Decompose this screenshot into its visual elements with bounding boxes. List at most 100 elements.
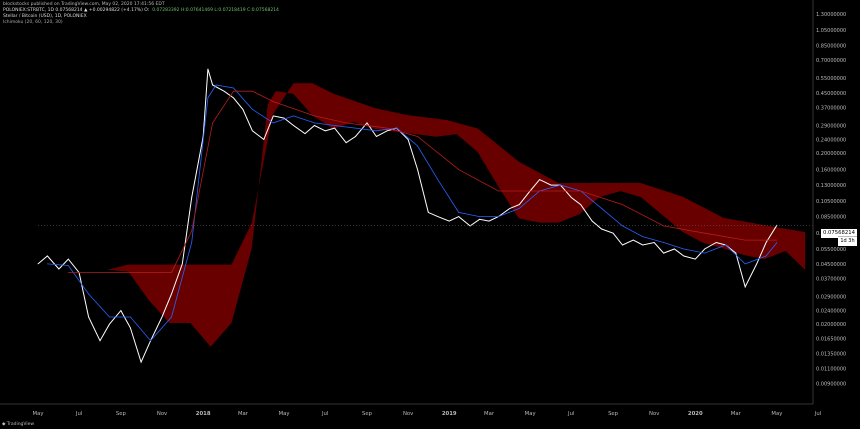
conversion-point bbox=[355, 127, 356, 129]
y-tick-label: 0.29000000 bbox=[816, 123, 846, 129]
price-point bbox=[469, 225, 471, 227]
price-point bbox=[223, 90, 225, 92]
y-tick-label: 0.02900000 bbox=[816, 295, 846, 301]
y-tick-label: 0.24000000 bbox=[816, 138, 846, 144]
base-point bbox=[171, 272, 172, 273]
price-point bbox=[479, 218, 480, 220]
x-tick-label: Sep bbox=[362, 411, 373, 417]
price-point bbox=[88, 316, 89, 318]
conversion-point bbox=[601, 208, 602, 209]
conversion-point bbox=[191, 242, 193, 243]
ichimoku-cloud bbox=[107, 83, 806, 347]
conversion-point bbox=[130, 316, 131, 318]
conversion-point bbox=[417, 145, 418, 147]
chart-series bbox=[37, 68, 813, 364]
base-point bbox=[345, 122, 347, 124]
x-tick-label: Jul bbox=[75, 411, 82, 417]
conversion-point bbox=[215, 84, 217, 86]
x-tick-label: Nov bbox=[157, 411, 167, 417]
conversion-point bbox=[207, 97, 209, 99]
conversion-point bbox=[314, 122, 315, 124]
price-point bbox=[427, 212, 429, 213]
price-point bbox=[171, 293, 172, 295]
price-point bbox=[324, 130, 326, 132]
price-point bbox=[488, 220, 490, 222]
conversion-point bbox=[498, 216, 499, 218]
y-tick-label: 0.55000000 bbox=[816, 76, 846, 82]
base-point bbox=[663, 225, 664, 227]
price-point bbox=[509, 208, 511, 209]
conversion-point bbox=[47, 263, 48, 265]
price-point bbox=[263, 139, 265, 140]
price-point bbox=[47, 255, 48, 257]
x-tick-label: 2018 bbox=[196, 411, 211, 417]
symbol-info: POLONIEX:STRBTC, 1D 0.07568214 ▲ +0.0029… bbox=[3, 8, 279, 13]
price-point bbox=[735, 252, 737, 254]
price-point bbox=[283, 117, 285, 119]
price-point bbox=[242, 109, 244, 110]
conversion-point bbox=[437, 179, 439, 181]
price-axis: 1.30000000 1.05000000 0.85000000 0.70000000… bbox=[816, 12, 846, 387]
publish-info: blockstocks published on TradingView.com… bbox=[3, 2, 165, 7]
symbol-ohlc: POLONIEX:STRBTC, 1D 0.07568214 ▲ +0.0029… bbox=[3, 8, 150, 13]
conversion-point bbox=[458, 212, 460, 213]
time-axis: May Jul Sep Nov 2018 Mar May Jul Sep Nov 2019 Mar Ma… bbox=[33, 411, 822, 417]
price-point bbox=[191, 197, 193, 198]
price-point bbox=[386, 130, 388, 132]
conversion-point bbox=[109, 316, 110, 318]
price-point bbox=[458, 216, 460, 218]
tradingview-logo: ◆ TradingView bbox=[2, 422, 34, 427]
price-line bbox=[37, 68, 778, 364]
price-point bbox=[448, 220, 450, 222]
price-point bbox=[293, 125, 294, 126]
price-point bbox=[580, 204, 582, 206]
cloud-area bbox=[107, 83, 806, 347]
y-tick-label: 0.00900000 bbox=[816, 381, 846, 387]
price-point bbox=[99, 340, 101, 342]
conversion-point bbox=[233, 87, 234, 89]
base-point bbox=[140, 272, 142, 273]
y-tick-label: 0.08500000 bbox=[816, 215, 846, 221]
base-point bbox=[67, 272, 69, 273]
base-point bbox=[272, 101, 274, 102]
price-point bbox=[376, 136, 377, 137]
x-tick-label: Nov bbox=[403, 411, 413, 417]
price-point bbox=[407, 139, 409, 140]
conversion-point bbox=[376, 130, 377, 132]
conversion-point bbox=[88, 293, 89, 295]
x-tick-label: Jul bbox=[567, 411, 574, 417]
study-legend-ichimoku[interactable]: Ichimoku (20, 60, 120, 30) bbox=[3, 20, 63, 25]
base-point bbox=[704, 232, 706, 234]
y-tick-label: 0.10500000 bbox=[816, 199, 846, 205]
conversion-point bbox=[744, 263, 746, 265]
price-point bbox=[437, 216, 439, 218]
base-point bbox=[233, 90, 234, 92]
base-point bbox=[458, 169, 460, 171]
y-tick-label: 0.70000000 bbox=[816, 58, 846, 64]
y-tick-label: 0.20000000 bbox=[816, 151, 846, 157]
conversion-point bbox=[272, 122, 274, 124]
conversion-point bbox=[622, 225, 623, 227]
y-tick-label: 0.16000000 bbox=[816, 168, 846, 174]
price-point bbox=[756, 263, 758, 265]
y-tick-label: 0.37000000 bbox=[816, 105, 846, 111]
price-point bbox=[67, 258, 69, 260]
x-tick-label: Mar bbox=[731, 411, 742, 417]
y-tick-label: 0.04500000 bbox=[816, 262, 846, 268]
base-point bbox=[314, 115, 315, 117]
price-point bbox=[518, 204, 520, 206]
study-legend-symbol[interactable]: Stellar / Bitcoin (USD), 1D, POLONIEX bbox=[3, 14, 87, 19]
price-point bbox=[334, 127, 335, 129]
price-point bbox=[612, 232, 614, 234]
price-point bbox=[704, 248, 706, 250]
price-point bbox=[58, 268, 60, 270]
conversion-point bbox=[683, 248, 685, 250]
conversion-point bbox=[765, 255, 767, 257]
x-tick-label: 2020 bbox=[688, 411, 703, 417]
y-tick-label: 0.01350000 bbox=[816, 351, 846, 357]
y-tick-label: 0.02000000 bbox=[816, 322, 846, 328]
price-point bbox=[109, 323, 110, 325]
price-point bbox=[417, 169, 418, 171]
y-tick-label: 0.85000000 bbox=[816, 44, 846, 50]
